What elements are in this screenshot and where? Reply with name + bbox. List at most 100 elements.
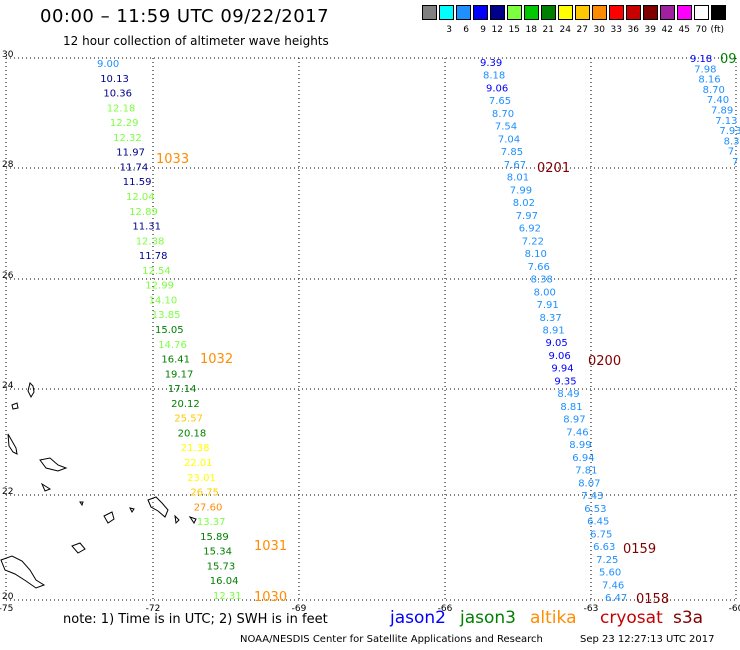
color-swatch: [473, 5, 488, 20]
longitude-tick-label: -63: [584, 604, 599, 614]
wave-height-value: 23.01: [187, 473, 216, 484]
wave-height-value: 7.43: [581, 491, 603, 502]
island-shape: [27, 382, 35, 399]
wave-height-value: 9.00: [97, 59, 119, 70]
longitude-tick-label: -69: [292, 604, 307, 614]
color-swatch: [507, 5, 522, 20]
wave-height-value: 12.38: [136, 236, 165, 247]
color-swatch: [490, 5, 505, 20]
map-subtitle: 12 hour collection of altimeter wave hei…: [63, 34, 329, 48]
wave-height-value: 8.70: [492, 109, 514, 120]
legend-altika: altika: [530, 608, 577, 628]
color-swatch: [439, 5, 454, 20]
wave-height-value: 10.13: [100, 74, 129, 85]
wave-height-value: 6.94: [572, 453, 594, 464]
color-scale-label: 42: [661, 25, 673, 35]
wave-height-value: 6.53: [584, 504, 606, 515]
generated-timestamp: Sep 23 12:27:13 UTC 2017: [580, 634, 715, 645]
legend-jason3: jason3: [460, 608, 516, 628]
wave-height-value: 10.36: [103, 89, 132, 100]
wave-height-value: 8.01: [507, 173, 529, 184]
longitude-tick-label: -66: [438, 604, 453, 614]
color-scale-label: 39: [644, 25, 656, 35]
color-scale-label: 27: [576, 25, 588, 35]
island-shape: [174, 514, 180, 525]
latitude-tick-label: 26: [2, 271, 14, 281]
wave-height-value: 7.85: [501, 147, 523, 158]
island-shape: [40, 482, 52, 492]
wave-height-value: 7.66: [528, 262, 550, 273]
color-scale-label: 21: [542, 25, 554, 35]
wave-height-value: 7.65: [489, 96, 511, 107]
color-swatch: [643, 5, 658, 20]
wave-height-value: 7.: [728, 147, 738, 158]
island-shape: [147, 496, 169, 518]
wave-height-value: 7.46: [602, 580, 624, 591]
pass-time-label: 0201: [537, 161, 570, 176]
lat-lon-grid: 30 28 26 24 22 20 -75 -72 -69 -66 -63 -60: [0, 50, 740, 614]
wave-height-value: 7.99: [510, 185, 532, 196]
map-title: 00:00 – 11:59 UTC 09/22/2017: [40, 6, 330, 27]
color-scale-label: 3: [446, 25, 452, 35]
wave-height-value: 11.59: [123, 177, 152, 188]
color-swatch: [558, 5, 573, 20]
longitude-tick-label: -60: [729, 604, 740, 614]
wave-height-value: 7.22: [522, 236, 544, 247]
wave-height-value: 12.04: [126, 192, 155, 203]
color-swatch: [524, 5, 539, 20]
latitude-tick-label: 30: [2, 50, 14, 60]
wave-height-value: 8.10: [525, 249, 547, 260]
color-scale-label: 33: [610, 25, 622, 35]
wave-height-value: 7.89: [711, 106, 733, 117]
pass-time-label: 1033: [156, 152, 189, 167]
wave-height-value: 11.31: [132, 222, 161, 233]
wave-height-value: 6.92: [519, 224, 541, 235]
wave-height-value: 7.04: [498, 134, 520, 145]
latitude-tick-label: 20: [2, 592, 14, 602]
wave-height-value: 16.41: [161, 355, 190, 366]
wave-height-value: 7.13: [715, 116, 737, 127]
legend-note: note: 1) Time is in UTC; 2) SWH is in fe…: [63, 612, 328, 627]
wave-height-value: 8.07: [578, 478, 600, 489]
wave-height-value: 8.18: [483, 71, 505, 82]
wave-height-value: 9.06: [549, 351, 571, 362]
wave-height-value: 6.47: [605, 593, 627, 604]
wave-height-value: 12.99: [145, 281, 174, 292]
pass-time-label: 09: [720, 52, 737, 67]
pass-time-label: 1031: [254, 539, 287, 554]
wave-height-value: 14.76: [158, 340, 187, 351]
wave-height-value: 7.54: [495, 122, 517, 133]
wave-height-value: 21.38: [181, 443, 210, 454]
color-scale-label: 45: [678, 25, 690, 35]
legend-jason2: jason2: [390, 608, 446, 628]
color-scale-label: 36: [627, 25, 639, 35]
wave-height-value: 7.40: [707, 95, 729, 106]
wave-height-value: 8.49: [557, 389, 579, 400]
color-scale-label: 18: [525, 25, 537, 35]
wave-height-value: 8.37: [540, 313, 562, 324]
wave-height-value: 6.45: [587, 517, 609, 528]
altimeter-tracks: 9.00 10.13 10.36 12.18 12.29 12.32 11.97 11.74 1…: [97, 54, 740, 604]
color-swatch: [456, 5, 471, 20]
wave-height-value: 6.63: [593, 542, 615, 553]
island-shape: [11, 402, 19, 410]
wave-height-value: 25.57: [174, 414, 203, 425]
wave-height-value: 9.05: [546, 338, 568, 349]
legend-cryosat: cryosat: [600, 608, 663, 628]
pass-time-label: 1032: [200, 352, 233, 367]
latitude-tick-label: 22: [2, 487, 13, 497]
wave-height-value: 12.32: [113, 133, 142, 144]
wave-height-value: 9.18: [690, 54, 712, 65]
color-swatch: [711, 5, 726, 20]
wave-height-value: 7.67: [504, 160, 526, 171]
island-shape: [71, 542, 86, 554]
latitude-tick-label: 24: [2, 381, 14, 391]
wave-height-value: 15.05: [155, 325, 184, 336]
wave-height-value: 7.81: [575, 466, 597, 477]
wave-height-value: 11.78: [139, 251, 168, 262]
wave-height-value: 8.38: [531, 275, 553, 286]
wave-height-value: 12.18: [107, 103, 136, 114]
footer-credit: NOAA/NESDIS Center for Satellite Applica…: [240, 634, 543, 645]
wave-height-value: 13.85: [152, 310, 181, 321]
wave-height-value: 7.25: [596, 555, 618, 566]
